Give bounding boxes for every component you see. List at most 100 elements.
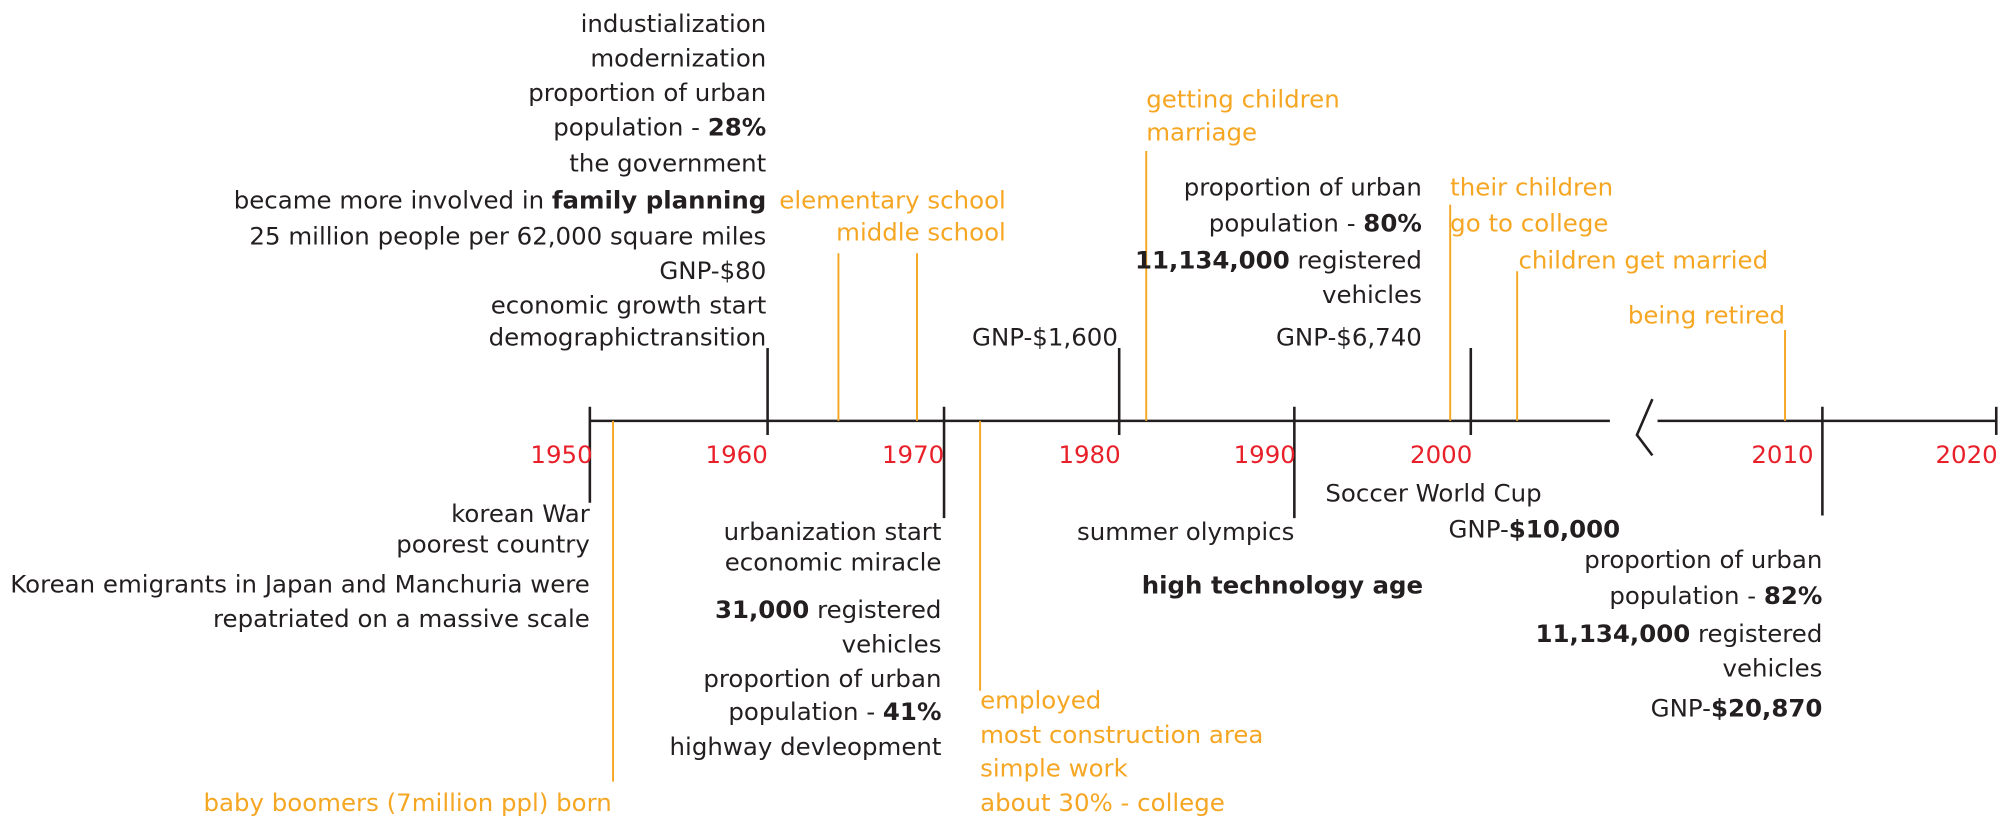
text: GNP-$1,600 — [972, 322, 1118, 351]
text: vehicles — [1322, 280, 1422, 309]
text: Korean emigrants in Japan and Manchuria … — [10, 569, 590, 598]
axis — [588, 347, 1998, 519]
note-line: urbanization start — [724, 517, 942, 546]
note-line: marriage — [1146, 118, 1257, 147]
note-line: most construction area — [980, 720, 1263, 749]
life-lines — [612, 150, 1787, 782]
text: proportion of urban — [1584, 545, 1822, 574]
bold-text: $10,000 — [1509, 514, 1620, 543]
text: Soccer World Cup — [1325, 479, 1541, 508]
text: vehicles — [1723, 654, 1823, 683]
bold-text: 11,134,000 — [1135, 246, 1290, 275]
note-line: modernization — [590, 44, 766, 73]
note-line: highway devleopment — [670, 732, 942, 761]
note-line: vehicles — [1723, 654, 1823, 683]
bold-text: high technology age — [1142, 571, 1423, 600]
text: population - — [728, 697, 883, 726]
text: repatriated on a massive scale — [213, 604, 590, 633]
text: proportion of urban — [1184, 173, 1422, 202]
text: summer olympics — [1077, 517, 1294, 546]
note-line: getting children — [1146, 85, 1339, 114]
bold-text: 41% — [883, 697, 942, 726]
note-line: proportion of urban — [1184, 173, 1422, 202]
text: population - — [1209, 209, 1364, 238]
text: most construction area — [980, 720, 1263, 749]
note-line: 25 million people per 62,000 square mile… — [249, 221, 766, 250]
text: about 30% - college — [980, 788, 1225, 817]
note-line: population - 80% — [1209, 209, 1422, 238]
note-line: economic growth start — [491, 290, 767, 319]
note-line: Korean emigrants in Japan and Manchuria … — [10, 569, 590, 598]
note-line: population - 41% — [728, 697, 941, 726]
year-label: 2010 — [1751, 440, 1813, 469]
text: registered — [809, 595, 941, 624]
note-line: population - 82% — [1609, 581, 1822, 610]
note-line: proportion of urban — [703, 664, 941, 693]
bold-text: $20,870 — [1711, 693, 1822, 722]
note-line: demographictransition — [489, 322, 767, 351]
note-line: the government — [569, 148, 766, 177]
text: poorest country — [396, 530, 590, 559]
note-line: Soccer World Cup — [1325, 479, 1541, 508]
note-line: repatriated on a massive scale — [213, 604, 590, 633]
bold-text: 80% — [1363, 209, 1422, 238]
note-line: GNP-$80 — [659, 256, 766, 285]
year-label: 1960 — [706, 440, 768, 469]
text: korean War — [451, 499, 591, 528]
bold-text: 11,134,000 — [1536, 619, 1691, 648]
note-line: children get married — [1518, 246, 1768, 275]
note-line: GNP-$10,000 — [1448, 514, 1620, 543]
text: marriage — [1146, 118, 1257, 147]
text: their children — [1450, 173, 1613, 202]
text: registered — [1290, 246, 1422, 275]
note-line: vehicles — [842, 629, 942, 658]
note-line: 11,134,000 registered — [1536, 619, 1823, 648]
note-line: employed — [980, 686, 1101, 715]
text: elementary school — [779, 186, 1006, 215]
text: GNP- — [1651, 693, 1711, 722]
note-line: their children — [1450, 173, 1613, 202]
note-line: high technology age — [1142, 571, 1423, 600]
text: middle school — [836, 218, 1006, 247]
year-label: 1970 — [882, 440, 944, 469]
note-line: vehicles — [1322, 280, 1422, 309]
text: employed — [980, 686, 1101, 715]
note-line: economic miracle — [725, 548, 942, 577]
text: economic miracle — [725, 548, 942, 577]
text: population - — [1609, 581, 1764, 610]
text: children get married — [1518, 246, 1768, 275]
text: 25 million people per 62,000 square mile… — [249, 221, 766, 250]
text: GNP- — [1448, 514, 1508, 543]
year-label: 1950 — [530, 440, 592, 469]
text: demographictransition — [489, 322, 767, 351]
note-line: GNP-$6,740 — [1276, 322, 1422, 351]
bold-text: 28% — [708, 113, 767, 142]
year-label: 1990 — [1234, 440, 1296, 469]
bold-text: 82% — [1764, 581, 1823, 610]
note-line: GNP-$1,600 — [972, 322, 1118, 351]
note-line: korean War — [451, 499, 591, 528]
note-line: being retired — [1628, 301, 1785, 330]
note-line: poorest country — [396, 530, 590, 559]
bold-text: family planning — [552, 186, 766, 215]
text: vehicles — [842, 629, 942, 658]
text: became more involved in — [234, 186, 552, 215]
note-line: about 30% - college — [980, 788, 1225, 817]
note-line: simple work — [980, 754, 1129, 783]
bold-text: 31,000 — [715, 595, 809, 624]
note-line: population - 28% — [553, 113, 766, 142]
axis-break — [1635, 398, 1654, 457]
note-line: baby boomers (7million ppl) born — [203, 788, 611, 817]
text: the government — [569, 148, 766, 177]
text: population - — [553, 113, 708, 142]
note-line: middle school — [836, 218, 1006, 247]
note-line: elementary school — [779, 186, 1006, 215]
text: registered — [1690, 619, 1822, 648]
text: being retired — [1628, 301, 1785, 330]
year-label: 2000 — [1410, 440, 1472, 469]
note-line: GNP-$20,870 — [1651, 693, 1823, 722]
text: highway devleopment — [670, 732, 942, 761]
note-line: summer olympics — [1077, 517, 1294, 546]
note-line: go to college — [1450, 209, 1608, 238]
